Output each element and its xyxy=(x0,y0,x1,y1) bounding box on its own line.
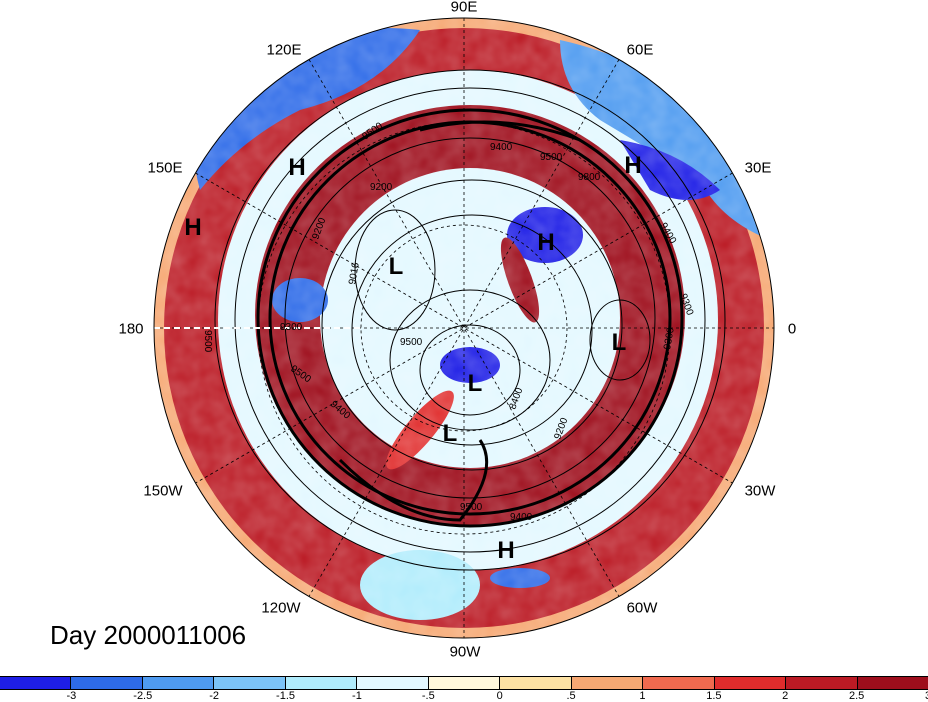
contour-label: 9300 xyxy=(662,326,677,350)
lon-label-30e: 30E xyxy=(744,159,772,177)
low-marker: L xyxy=(467,370,483,397)
lon-label-120e: 120E xyxy=(266,41,302,59)
contour-label: 9500 xyxy=(540,152,563,163)
colorbar-swatch xyxy=(428,677,501,689)
lon-label-90e: 90E xyxy=(450,0,478,16)
day-label: Day 2000011006 xyxy=(50,620,247,650)
contour-label: 9500 xyxy=(400,337,423,348)
colorbar-tick-label: -1.5 xyxy=(276,690,296,702)
colorbar-tick-label: .5 xyxy=(566,690,576,702)
lon-label-60e: 60E xyxy=(626,41,654,59)
colorbar-swatch xyxy=(71,677,143,689)
contour-label: 9800 xyxy=(578,172,601,183)
low-marker: L xyxy=(388,253,404,280)
contour-label: 9300 xyxy=(280,322,303,333)
lon-label-0: 0 xyxy=(787,320,797,338)
lon-label-180: 180 xyxy=(118,320,144,338)
contour-label: 9016 xyxy=(347,261,362,285)
colorbar-swatch xyxy=(786,677,858,689)
colorbar-tick-label: 1 xyxy=(639,690,646,702)
colorbar-swatch xyxy=(285,677,358,689)
contour-label: 9400 xyxy=(490,142,513,153)
colorbar-tick-label: 2.5 xyxy=(848,690,865,702)
colorbar-swatch xyxy=(0,677,72,689)
colorbar-swatch xyxy=(643,677,715,689)
lon-label-150e: 150E xyxy=(147,159,183,177)
graticule xyxy=(154,18,774,638)
colorbar-swatch xyxy=(500,677,572,689)
low-marker: L xyxy=(611,329,627,356)
colorbar xyxy=(0,676,928,690)
colorbar-tick-label: 3 xyxy=(925,690,928,702)
colorbar-swatch xyxy=(214,677,286,689)
colorbar-swatch xyxy=(857,677,928,689)
lon-label-60w: 60W xyxy=(626,599,658,617)
contour-label: 9500 xyxy=(202,330,213,353)
high-marker: H xyxy=(288,154,306,181)
colorbar-tick-label: 0 xyxy=(496,690,503,702)
colorbar-tick-label: -3 xyxy=(66,690,77,702)
height-contours xyxy=(214,69,726,571)
lon-label-30w: 30W xyxy=(744,482,776,500)
contour-label: 9400 xyxy=(510,512,533,523)
colorbar-tick-label: -1 xyxy=(352,690,362,702)
colorbar-swatch xyxy=(142,677,215,689)
contour-label: 9500 xyxy=(460,502,483,513)
colorbar-tick-label: -2 xyxy=(209,690,220,702)
colorbar-tick-label: 2 xyxy=(782,690,789,702)
lon-label-120w: 120W xyxy=(261,599,301,617)
lon-label-150w: 150W xyxy=(143,482,183,500)
colorbar-swatch xyxy=(714,677,787,689)
contour-label: 9200 xyxy=(370,182,393,193)
colorbar-swatch xyxy=(357,677,429,689)
map-border xyxy=(153,17,775,639)
high-marker: H xyxy=(184,214,202,241)
high-marker: H xyxy=(497,537,515,564)
colorbar-tick-label: 1.5 xyxy=(706,690,722,702)
high-marker: H xyxy=(537,229,555,256)
colorbar-swatch xyxy=(571,677,644,689)
colorbar-tick-label: -.5 xyxy=(421,690,435,702)
colorbar-tick-label: -2.5 xyxy=(133,690,153,702)
high-marker: H xyxy=(624,152,642,179)
low-marker: L xyxy=(442,420,458,447)
lon-label-90w: 90W xyxy=(449,643,481,661)
